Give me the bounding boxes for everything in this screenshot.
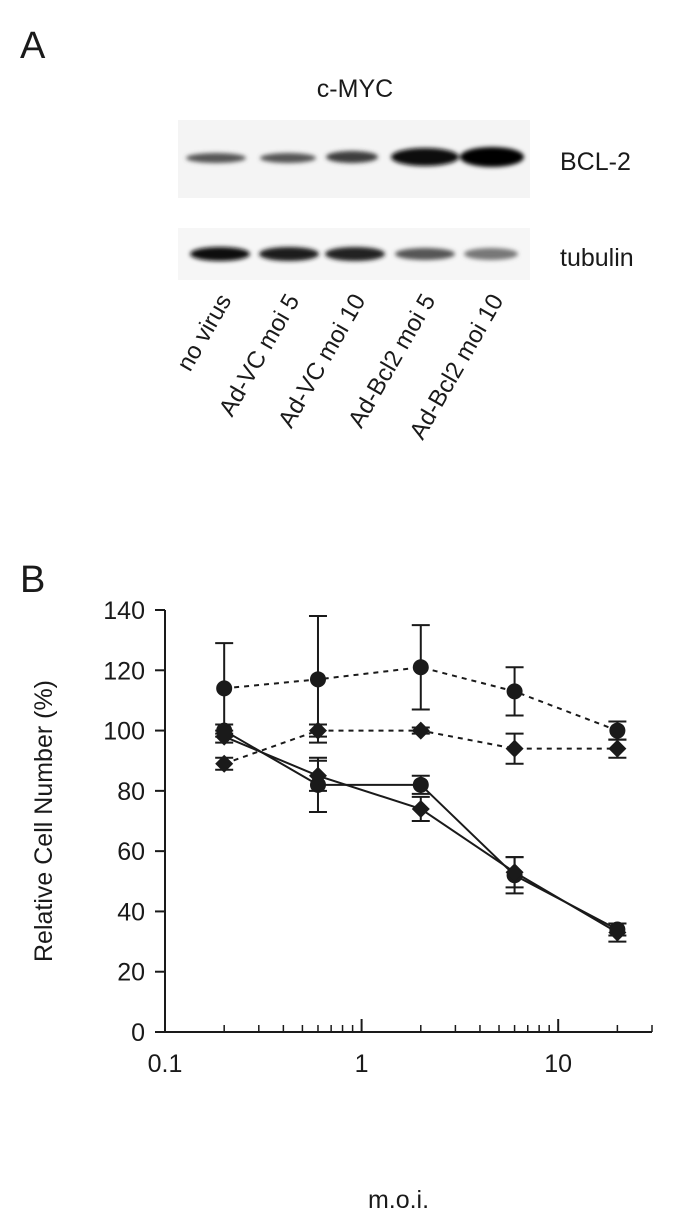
marker [309, 671, 326, 688]
marker [308, 721, 327, 740]
bands [186, 147, 524, 261]
marker [505, 863, 524, 882]
line [224, 666, 618, 732]
blot-title: c-MYC [317, 75, 393, 103]
y-tick-label: 20 [117, 959, 145, 987]
panel-label: A [20, 25, 46, 67]
y-tick-label: 0 [131, 1019, 145, 1047]
y-tick-label: 40 [117, 898, 145, 926]
marker [608, 739, 627, 758]
row-label: tubulin [560, 244, 634, 272]
marker [216, 680, 233, 697]
marker [609, 722, 626, 739]
x-tick-label: 10 [544, 1050, 572, 1078]
marker [411, 799, 430, 818]
marker [215, 727, 234, 746]
line [223, 735, 618, 934]
y-tick-label: 60 [117, 838, 145, 866]
band [260, 153, 316, 163]
y-tick-label: 120 [103, 657, 145, 685]
x-tick-label: 1 [355, 1050, 369, 1078]
band [395, 248, 455, 260]
marker [411, 721, 430, 740]
marker [308, 766, 327, 785]
band [325, 247, 385, 261]
marker [412, 659, 429, 676]
band [186, 153, 246, 163]
marker [215, 754, 234, 773]
row-label: BCL-2 [560, 148, 631, 176]
y-tick-label: 140 [103, 597, 145, 625]
x-axis-label: m.o.i. [368, 1186, 429, 1214]
panel-label: B [20, 559, 45, 601]
band [259, 247, 319, 261]
y-axis-label: Relative Cell Number (%) [30, 680, 58, 962]
lane-label: no virus [172, 290, 237, 376]
chart: 0 20 40 60 80 100 120 140 0.1 1 10 m.o.i. Relative C… [30, 597, 653, 1214]
marker [505, 739, 524, 758]
marker [608, 923, 627, 942]
band [391, 148, 459, 166]
x-tick-label: 0.1 [148, 1050, 183, 1078]
band [464, 248, 518, 260]
band [460, 147, 524, 167]
y-tick-label: 100 [103, 718, 145, 746]
band [326, 151, 378, 163]
marker [412, 776, 429, 793]
y-tick-label: 80 [117, 778, 145, 806]
band [190, 247, 250, 261]
marker [506, 683, 523, 700]
